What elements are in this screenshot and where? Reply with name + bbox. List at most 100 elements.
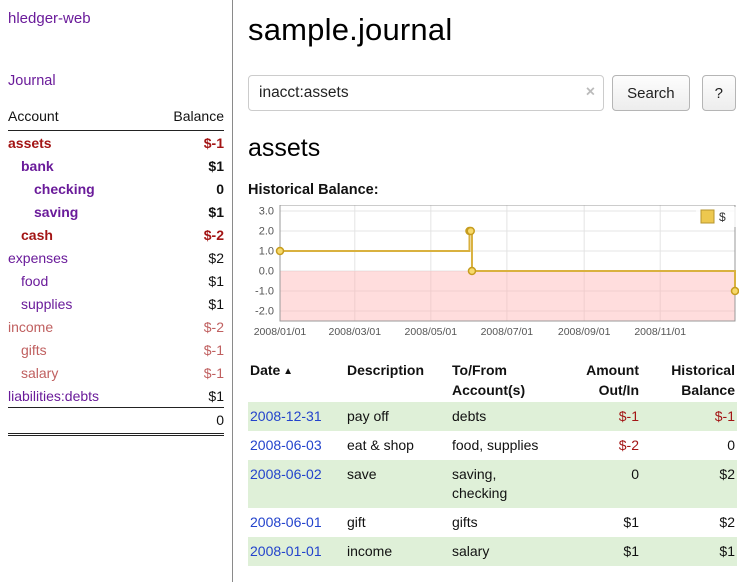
description-cell: eat & shop [347, 437, 414, 454]
balance-cell: 0 [727, 437, 735, 454]
app-title-link[interactable]: hledger-web [8, 10, 91, 27]
register-row[interactable]: 2008-06-03 eat & shop food, supplies $-2 0 [248, 431, 737, 460]
date-cell: 2008-06-02 [248, 460, 345, 508]
register-header-row: Date ▲ Description To/From Account(s) Amount… [248, 359, 737, 402]
accounts-cell: debts [452, 408, 487, 425]
register-row[interactable]: 2008-12-31 pay off debts $-1 $-1 [248, 402, 737, 432]
description-cell: pay off [347, 408, 389, 425]
account-name-link[interactable]: saving [34, 203, 79, 220]
clear-search-icon[interactable]: × [585, 83, 596, 101]
transaction-date-link[interactable]: 2008-06-01 [250, 513, 322, 530]
accounts-table-body: assets $-1 bank $1 checking 0 saving $1 cash $-2 e… [8, 131, 224, 408]
page-title: sample.journal [248, 12, 453, 47]
accounts-header-row: Account Balance [8, 105, 224, 131]
sidebar: hledger-web Journal Account Balance asse… [0, 0, 233, 582]
date-cell: 2008-12-31 [248, 402, 345, 431]
account-heading: assets [248, 134, 321, 162]
svg-text:-1.0: -1.0 [255, 286, 274, 298]
amount-cell: $1 [623, 513, 639, 530]
register-header-historical: Historical Balance [671, 362, 735, 398]
account-name-link[interactable]: gifts [21, 341, 47, 358]
balance-chart: $3.0 2.0 1.0 0.0 -1.0 -2.0 2008/01/01 2008/03/0… [248, 204, 740, 341]
account-name-link[interactable]: assets [8, 134, 52, 151]
register-header-date[interactable]: Date ▲ [250, 362, 294, 378]
svg-text:$: $ [719, 210, 726, 224]
svg-text:2008/03/01: 2008/03/01 [329, 326, 382, 338]
accounts-total-row: 0 [8, 407, 224, 436]
accounts-table: Account Balance assets $-1 bank $1 checking 0… [8, 105, 224, 436]
svg-text:2008/01/01: 2008/01/01 [254, 326, 307, 338]
account-row: saving $1 [8, 200, 224, 223]
register-row[interactable]: 2008-01-01 income salary $1 $1 [248, 536, 737, 566]
date-cell: 2008-06-01 [248, 508, 345, 537]
accounts-cell: gifts [452, 513, 478, 530]
account-name-link[interactable]: income [8, 318, 54, 335]
accounts-cell: saving, checking [452, 465, 508, 501]
svg-text:2008/11/01: 2008/11/01 [634, 326, 686, 338]
account-balance: $-1 [203, 134, 224, 151]
account-name-link[interactable]: salary [21, 364, 59, 381]
account-row: food $1 [8, 269, 224, 292]
register-header-tofrom: To/From Account(s) [452, 362, 526, 398]
chart-title: Historical Balance: [248, 182, 379, 198]
svg-text:2.0: 2.0 [259, 226, 274, 238]
account-row: supplies $1 [8, 292, 224, 315]
sort-asc-icon: ▲ [280, 366, 294, 377]
account-row: gifts $-1 [8, 338, 224, 361]
account-row: cash $-2 [8, 223, 224, 246]
account-balance: $1 [208, 295, 224, 312]
accounts-cell: salary [452, 542, 490, 559]
account-name-link[interactable]: expenses [8, 249, 68, 266]
description-cell: gift [347, 513, 366, 530]
accounts-header-balance: Balance [146, 105, 224, 131]
transaction-date-link[interactable]: 2008-12-31 [250, 408, 322, 425]
account-balance: $-2 [203, 226, 224, 243]
balance-cell: $2 [719, 513, 735, 530]
account-row: assets $-1 [8, 131, 224, 155]
accounts-total-spacer [8, 407, 147, 436]
amount-cell: $-2 [618, 437, 639, 454]
accounts-header-account: Account [8, 105, 147, 131]
transaction-date-link[interactable]: 2008-06-02 [250, 465, 322, 482]
amount-cell: 0 [631, 465, 639, 482]
accounts-total-value: 0 [146, 407, 224, 436]
register-row[interactable]: 2008-06-02 save saving, checking 0 $2 [248, 459, 737, 508]
search-box: × [248, 75, 605, 111]
account-balance: $1 [208, 157, 224, 174]
account-balance: $2 [208, 249, 224, 266]
svg-text:2008/05/01: 2008/05/01 [405, 326, 458, 338]
account-row: salary $-1 [8, 361, 224, 384]
svg-text:1.0: 1.0 [259, 246, 274, 258]
account-balance: $1 [208, 272, 224, 289]
search-button[interactable]: Search [612, 75, 690, 111]
register-header-amount: Amount Out/In [586, 362, 639, 398]
search-input[interactable] [248, 75, 605, 111]
register-body: 2008-12-31 pay off debts $-1 $-1 2008-06-03 ea… [248, 402, 737, 566]
accounts-cell: food, supplies [452, 437, 539, 454]
account-name-link[interactable]: cash [21, 226, 53, 243]
svg-text:2008/09/01: 2008/09/01 [558, 326, 611, 338]
amount-cell: $1 [623, 542, 639, 559]
account-balance: $-1 [203, 341, 224, 358]
main-content: sample.journal × Search ? assets Histori… [234, 0, 742, 566]
description-cell: save [347, 465, 377, 482]
account-name-link[interactable]: bank [21, 157, 54, 174]
account-name-link[interactable]: checking [34, 180, 95, 197]
account-name-link[interactable]: liabilities:debts [8, 387, 100, 404]
transaction-date-link[interactable]: 2008-01-01 [250, 542, 322, 559]
account-name-link[interactable]: food [21, 272, 49, 289]
journal-link[interactable]: Journal [8, 73, 56, 89]
svg-text:0.0: 0.0 [259, 266, 274, 278]
account-row: bank $1 [8, 154, 224, 177]
account-name-link[interactable]: supplies [21, 295, 73, 312]
amount-cell: $-1 [618, 408, 639, 425]
help-button[interactable]: ? [701, 75, 736, 111]
account-row: checking 0 [8, 177, 224, 200]
balance-cell: $1 [719, 542, 735, 559]
account-row: income $-2 [8, 315, 224, 338]
date-cell: 2008-06-03 [248, 431, 345, 460]
transaction-date-link[interactable]: 2008-06-03 [250, 437, 322, 454]
svg-text:2008/07/01: 2008/07/01 [481, 326, 534, 338]
balance-cell: $2 [719, 465, 735, 482]
register-row[interactable]: 2008-06-01 gift gifts $1 $2 [248, 508, 737, 537]
